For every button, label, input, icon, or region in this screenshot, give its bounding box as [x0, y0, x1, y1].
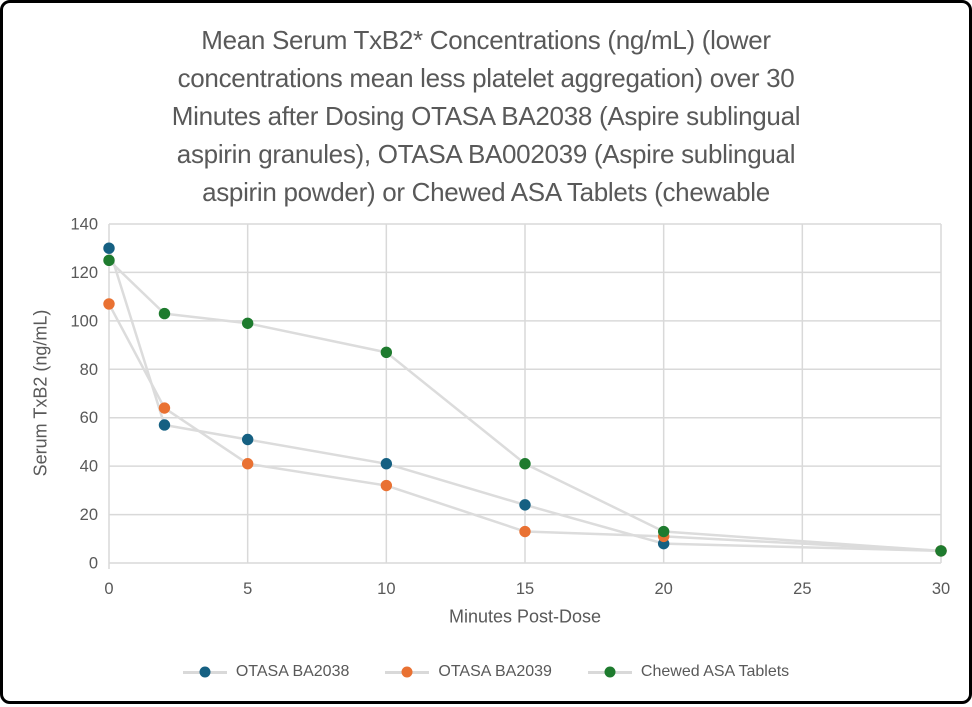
legend-label: OTASA BA2038: [235, 663, 350, 680]
data-point-marker-otasa-ba2038: [380, 458, 393, 470]
data-point-marker-otasa-ba2038: [241, 433, 254, 446]
y-tick-label: 120: [70, 264, 98, 282]
data-point-marker-otasa-ba2039: [158, 402, 171, 414]
legend-item-otasa-ba2039: OTASA BA2039: [385, 663, 552, 681]
legend-marker-icon: [182, 666, 227, 678]
chart-title-line-5: aspirin powder) or Chewed ASA Tablets (c…: [202, 177, 770, 207]
legend-dot: [199, 666, 211, 678]
legend: OTASA BA2038 OTASA BA2039 Chewed ASA Table…: [3, 658, 969, 686]
legend-dot: [401, 666, 413, 678]
legend-marker-icon: [385, 666, 430, 678]
chart-title-line-3: Minutes after Dosing OTASA BA2038 (Aspir…: [171, 101, 801, 131]
data-point-marker-chewed-asa-tablets: [380, 346, 393, 359]
y-tick-label: 20: [80, 506, 98, 524]
legend-item-chewed-asa-tablets: Chewed ASA Tablets: [587, 663, 790, 681]
data-point-marker-chewed-asa-tablets: [103, 254, 115, 267]
x-tick-label: 15: [516, 580, 534, 598]
chart-title-line-1: Mean Serum TxB2* Concentrations (ng/mL) …: [201, 25, 771, 55]
y-tick-label: 80: [80, 361, 98, 379]
legend-item-otasa-ba2038: OTASA BA2038: [182, 663, 350, 681]
legend-marker-icon: [587, 666, 632, 678]
plot-area: 0 20 40 60 80 100 120 140 0 5 10 15 20 25 30: [70, 216, 950, 599]
data-point-marker-chewed-asa-tablets: [158, 307, 171, 320]
x-tick-label: 10: [377, 580, 395, 598]
x-tick-label: 25: [793, 580, 811, 598]
y-tick-label: 140: [70, 216, 98, 234]
data-point-marker-otasa-ba2039: [380, 479, 393, 492]
legend-dot: [604, 666, 616, 678]
x-tick-label: 20: [654, 580, 672, 598]
chart-title-line-4: aspirin granules), OTASA BA002039 (Aspir…: [176, 139, 796, 169]
y-tick-label: 60: [80, 409, 98, 427]
data-point-marker-otasa-ba2039: [103, 298, 115, 310]
chart-title: Mean Serum TxB2* Concentrations (ng/mL) …: [3, 21, 969, 211]
y-axis-title: Serum TxB2 (ng/mL): [30, 309, 51, 477]
x-tick-label: 5: [243, 580, 252, 598]
data-point-marker-otasa-ba2038: [158, 419, 171, 431]
data-point-marker-chewed-asa-tablets: [241, 317, 254, 329]
x-tick-label: 0: [104, 580, 113, 598]
data-point-marker-otasa-ba2038: [103, 242, 115, 254]
legend-label: Chewed ASA Tablets: [640, 663, 790, 680]
y-tick-label: 40: [80, 458, 98, 476]
legend-label: OTASA BA2039: [438, 663, 552, 680]
x-tick-label: 30: [932, 580, 950, 598]
x-axis-title: Minutes Post-Dose: [448, 606, 602, 627]
data-point-marker-otasa-ba2039: [519, 525, 531, 538]
data-point-marker-otasa-ba2038: [519, 499, 531, 511]
y-tick-label: 100: [70, 312, 98, 330]
chart-title-line-2: concentrations mean less platelet aggreg…: [177, 63, 795, 93]
y-tick-label: 0: [89, 555, 98, 573]
data-point-marker-chewed-asa-tablets: [935, 545, 947, 557]
data-point-marker-chewed-asa-tablets: [657, 525, 670, 538]
data-point-marker-otasa-ba2039: [241, 458, 254, 470]
data-point-marker-chewed-asa-tablets: [519, 458, 531, 470]
